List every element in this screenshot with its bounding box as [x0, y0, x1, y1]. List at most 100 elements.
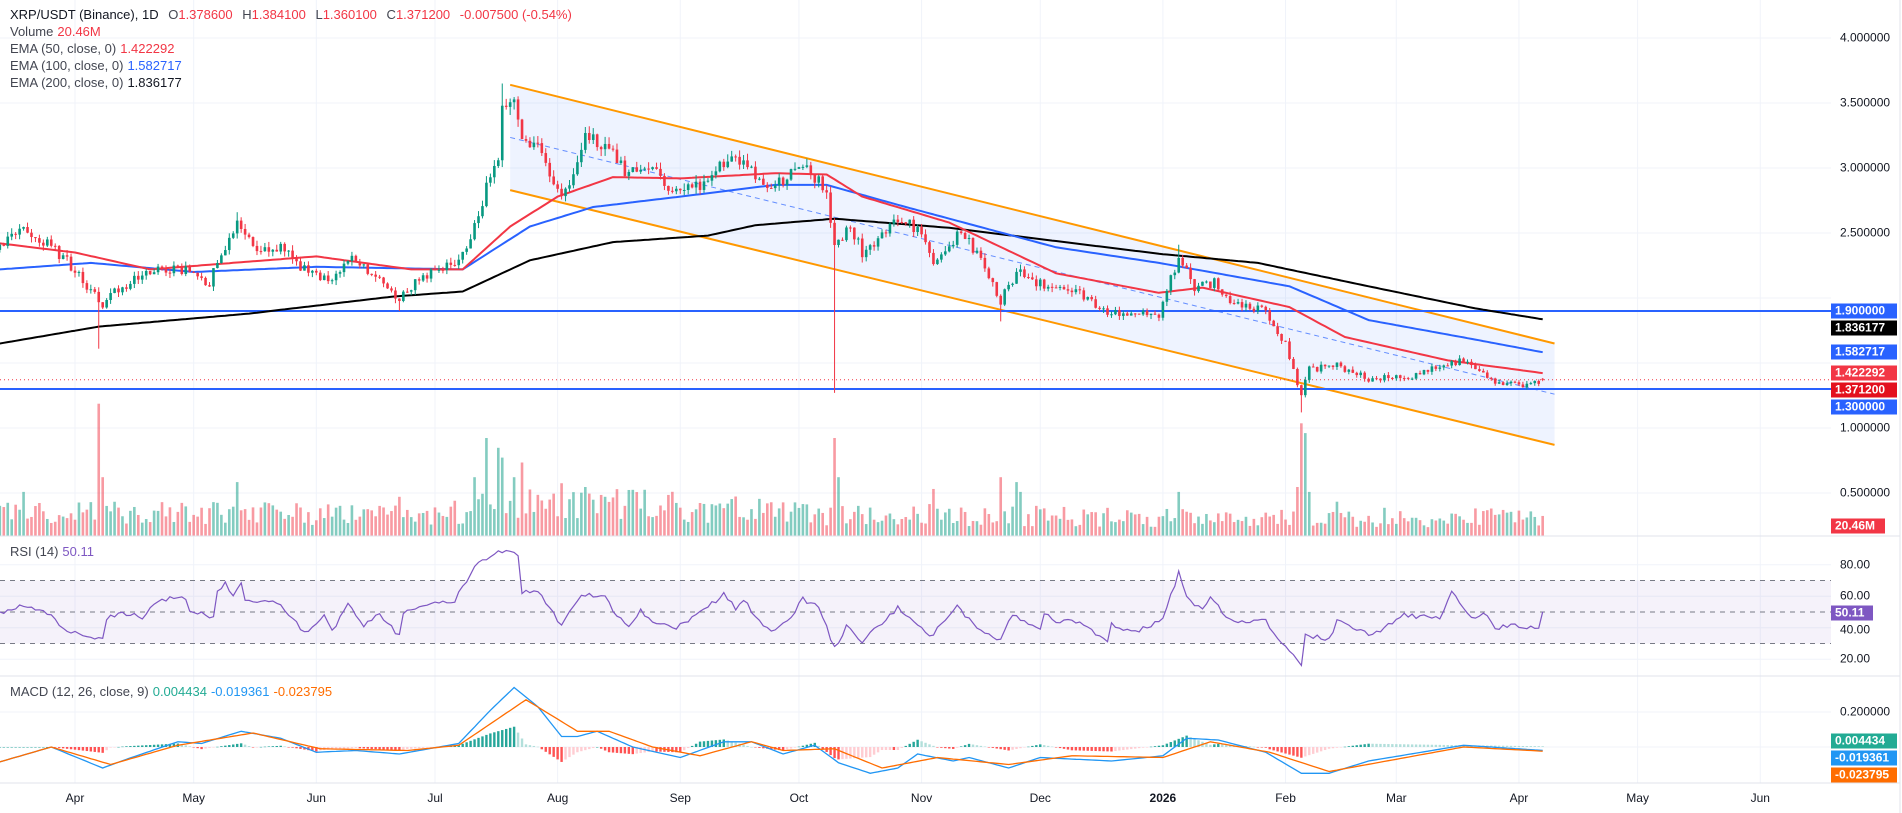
- candle-body: [793, 168, 797, 170]
- symbol-row[interactable]: XRP/USDT (Binance), 1D O1.378600 H1.3841…: [10, 6, 572, 23]
- volume-bar: [619, 518, 623, 536]
- candle-body: [524, 139, 528, 141]
- volume-bar: [255, 522, 259, 536]
- volume-bar: [295, 503, 298, 536]
- volume-bar: [1292, 511, 1295, 536]
- macd-line: [0, 686, 1543, 774]
- candle-body: [263, 247, 267, 252]
- macd-histogram-bar: [1304, 747, 1307, 757]
- volume-bar: [2, 507, 6, 536]
- ema50-legend[interactable]: EMA (50, close, 0) 1.422292: [10, 40, 572, 57]
- volume-bar: [1236, 519, 1240, 536]
- candle-body: [1209, 281, 1212, 288]
- volume-bar: [963, 511, 967, 536]
- volume-bar: [148, 522, 152, 536]
- candle-body: [888, 223, 892, 234]
- price-badge: 1.371200: [1831, 382, 1897, 398]
- candle-body: [469, 239, 472, 249]
- macd-histogram-bar: [1308, 747, 1311, 756]
- candle-body: [180, 266, 184, 275]
- volume-bar: [655, 515, 658, 536]
- candle-body: [255, 245, 259, 252]
- volume-bar: [904, 517, 908, 536]
- macd-legend[interactable]: MACD (12, 26, close, 9) 0.004434 -0.019361…: [10, 684, 332, 699]
- candle-body: [813, 174, 817, 183]
- macd-histogram-bar: [999, 747, 1002, 750]
- macd-histogram-bar: [536, 746, 540, 748]
- descending-channel[interactable]: [509, 83, 1555, 446]
- candle-body: [758, 178, 761, 180]
- candle-body: [1450, 361, 1453, 366]
- volume-bar: [615, 489, 619, 536]
- candle-body: [73, 270, 77, 273]
- candle-body: [421, 275, 425, 281]
- volume-bar: [568, 499, 571, 536]
- macd-histogram-bar: [1403, 744, 1406, 747]
- time-axis-label: Jun: [1750, 791, 1770, 805]
- candle-body: [1300, 385, 1303, 396]
- volume-bar: [10, 519, 14, 536]
- macd-pane: [0, 686, 1544, 774]
- candle-body: [742, 160, 745, 165]
- candle-body: [516, 99, 520, 120]
- volume-bar: [651, 517, 654, 536]
- macd-histogram-bar: [1050, 746, 1054, 748]
- candle-body: [864, 249, 868, 258]
- volume-bar: [560, 483, 563, 536]
- volume-bar: [1319, 522, 1323, 536]
- macd-histogram-bar: [959, 746, 963, 747]
- candle-body: [1038, 279, 1042, 287]
- volume-legend[interactable]: Volume 20.46M: [10, 23, 572, 40]
- candle-body: [136, 275, 140, 280]
- volume-bar: [556, 516, 559, 536]
- candle-body: [1470, 361, 1473, 366]
- macd-histogram-bar: [350, 747, 354, 749]
- macd-histogram-bar: [599, 747, 603, 749]
- volume-bar: [524, 513, 528, 536]
- candle-body: [734, 156, 737, 158]
- macd-histogram-bar: [370, 747, 373, 749]
- macd-histogram-bar: [568, 747, 571, 758]
- candle-body: [932, 252, 935, 265]
- macd-histogram-bar: [698, 741, 702, 747]
- candle-body: [1371, 378, 1374, 382]
- volume-bar: [1478, 524, 1481, 536]
- volume-bar: [204, 523, 207, 536]
- price-badge: 1.422292: [1831, 365, 1897, 381]
- macd-histogram-bar: [1387, 744, 1390, 747]
- candle-body: [1015, 271, 1018, 284]
- volume-bar: [140, 522, 144, 536]
- macd-histogram-bar: [512, 726, 516, 747]
- macd-histogram-bar: [1525, 746, 1529, 747]
- macd-histogram-bar: [141, 745, 144, 747]
- candle-body: [18, 228, 21, 235]
- candle-body: [370, 273, 373, 275]
- horizontal-levels[interactable]: [0, 310, 1831, 390]
- ema200-legend[interactable]: EMA (200, close, 0) 1.836177: [10, 74, 572, 91]
- macd-histogram-bar: [952, 747, 955, 749]
- candle-body: [959, 231, 963, 233]
- volume-bar: [1035, 505, 1038, 536]
- candle-body: [544, 153, 548, 163]
- volume-bar: [979, 524, 983, 536]
- macd-histogram-bar: [1339, 747, 1343, 748]
- candle-body: [34, 237, 37, 239]
- candle-body: [1213, 278, 1216, 288]
- candle-body: [1161, 301, 1165, 318]
- candle-body: [1019, 269, 1022, 272]
- volume-bar: [647, 516, 650, 536]
- macd-histogram-bar: [1319, 747, 1323, 752]
- macd-histogram-bar: [730, 741, 733, 747]
- ema100-legend[interactable]: EMA (100, close, 0) 1.582717: [10, 57, 572, 74]
- volume-bar: [1533, 516, 1537, 536]
- volume-bar: [473, 477, 476, 536]
- macd-histogram-bar: [785, 747, 789, 750]
- candle-body: [413, 279, 417, 291]
- volume-bar: [833, 438, 836, 536]
- rsi-legend[interactable]: RSI (14) 50.11: [10, 544, 94, 559]
- candle-body: [607, 143, 611, 149]
- ema50-label: EMA (50, close, 0): [10, 41, 117, 56]
- volume-bar: [1181, 509, 1184, 536]
- volume-bar: [967, 526, 971, 536]
